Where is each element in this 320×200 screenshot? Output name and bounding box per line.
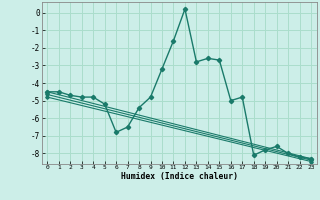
X-axis label: Humidex (Indice chaleur): Humidex (Indice chaleur) [121, 172, 238, 181]
